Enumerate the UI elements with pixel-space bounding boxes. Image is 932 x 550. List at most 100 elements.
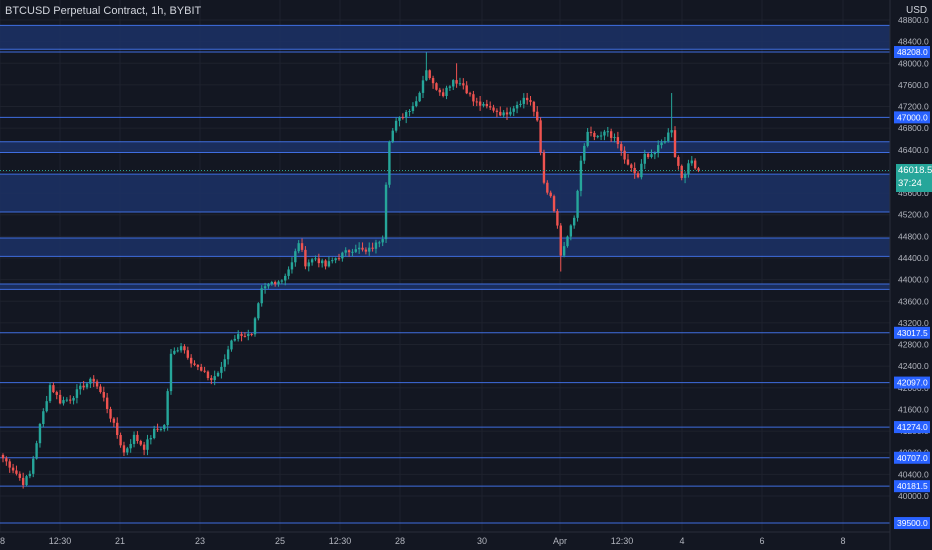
candle-body[interactable] xyxy=(146,439,149,450)
candle-body[interactable] xyxy=(586,131,589,146)
candle-body[interactable] xyxy=(189,357,193,364)
candle-body[interactable] xyxy=(646,153,650,157)
candle-body[interactable] xyxy=(75,389,79,398)
candle-body[interactable] xyxy=(85,383,89,388)
candle-body[interactable] xyxy=(149,438,153,440)
candle-body[interactable] xyxy=(341,252,344,259)
candle-body[interactable] xyxy=(482,103,485,106)
candle-body[interactable] xyxy=(502,112,505,116)
candle-body[interactable] xyxy=(616,137,620,145)
candle-body[interactable] xyxy=(559,225,562,256)
candle-body[interactable] xyxy=(58,394,62,404)
candle-body[interactable] xyxy=(304,249,307,267)
candle-body[interactable] xyxy=(525,97,529,101)
candle-body[interactable] xyxy=(300,243,304,250)
candle-body[interactable] xyxy=(203,370,206,372)
candle-body[interactable] xyxy=(448,86,452,88)
candle-body[interactable] xyxy=(539,120,542,153)
candle-body[interactable] xyxy=(411,106,415,112)
candle-body[interactable] xyxy=(371,247,374,249)
candle-body[interactable] xyxy=(499,111,502,116)
candle-body[interactable] xyxy=(327,261,331,267)
time-axis[interactable]: 8 12:30 21 23 25 12:30 28 30 Apr 12:30 4 6 8 xyxy=(0,536,846,546)
candle-body[interactable] xyxy=(116,422,119,436)
candle-body[interactable] xyxy=(324,260,327,267)
candle-body[interactable] xyxy=(89,378,92,384)
candle-body[interactable] xyxy=(640,163,643,178)
candle-body[interactable] xyxy=(452,80,455,87)
candle-body[interactable] xyxy=(210,378,213,381)
candle-body[interactable] xyxy=(337,258,341,260)
candle-body[interactable] xyxy=(122,445,126,453)
candle-body[interactable] xyxy=(42,411,45,425)
candle-body[interactable] xyxy=(310,259,314,263)
candle-body[interactable] xyxy=(657,145,660,153)
candle-body[interactable] xyxy=(206,371,210,379)
candle-body[interactable] xyxy=(428,70,431,79)
candle-body[interactable] xyxy=(92,378,95,382)
candle-body[interactable] xyxy=(368,247,371,252)
candle-body[interactable] xyxy=(620,144,623,151)
candle-body[interactable] xyxy=(381,239,384,243)
candle-body[interactable] xyxy=(32,458,35,474)
candle-body[interactable] xyxy=(142,444,146,450)
candle-body[interactable] xyxy=(566,236,569,247)
candle-body[interactable] xyxy=(314,258,317,260)
candle-body[interactable] xyxy=(159,429,163,431)
candle-body[interactable] xyxy=(109,408,112,419)
support-resistance-zone[interactable] xyxy=(0,141,890,153)
candle-body[interactable] xyxy=(677,157,680,166)
candle-body[interactable] xyxy=(126,448,129,453)
candle-body[interactable] xyxy=(388,141,391,185)
candle-body[interactable] xyxy=(11,467,15,471)
candle-body[interactable] xyxy=(398,117,401,121)
candle-body[interactable] xyxy=(455,80,458,84)
candle-body[interactable] xyxy=(284,275,287,281)
candle-body[interactable] xyxy=(445,87,448,96)
candle-body[interactable] xyxy=(573,217,576,226)
candle-body[interactable] xyxy=(643,153,646,164)
candle-body[interactable] xyxy=(509,111,512,115)
candle-body[interactable] xyxy=(183,346,186,351)
candle-body[interactable] xyxy=(273,282,277,285)
candle-body[interactable] xyxy=(15,470,18,474)
candle-body[interactable] xyxy=(280,280,284,282)
candle-body[interactable] xyxy=(667,132,670,142)
candle-body[interactable] xyxy=(556,211,559,226)
candle-body[interactable] xyxy=(250,333,253,335)
candle-body[interactable] xyxy=(462,83,465,86)
candle-body[interactable] xyxy=(660,142,663,146)
candle-body[interactable] xyxy=(683,174,687,178)
candle-body[interactable] xyxy=(105,397,109,409)
candle-body[interactable] xyxy=(55,392,58,395)
candle-body[interactable] xyxy=(438,89,441,93)
candle-body[interactable] xyxy=(5,458,8,462)
candle-body[interactable] xyxy=(579,160,583,191)
candle-body[interactable] xyxy=(307,262,310,267)
candle-body[interactable] xyxy=(233,338,237,341)
candle-body[interactable] xyxy=(472,94,475,102)
candle-body[interactable] xyxy=(163,425,166,430)
candle-body[interactable] xyxy=(297,243,300,252)
candle-body[interactable] xyxy=(129,443,132,449)
candle-body[interactable] xyxy=(213,376,216,381)
candle-body[interactable] xyxy=(82,385,85,388)
candle-body[interactable] xyxy=(270,282,273,285)
candle-body[interactable] xyxy=(673,130,677,158)
candle-body[interactable] xyxy=(253,318,257,335)
candle-body[interactable] xyxy=(267,284,270,287)
candle-body[interactable] xyxy=(408,111,411,113)
candle-body[interactable] xyxy=(1,454,5,459)
candle-body[interactable] xyxy=(277,281,280,285)
candle-body[interactable] xyxy=(384,184,388,240)
candle-body[interactable] xyxy=(45,401,48,412)
candle-body[interactable] xyxy=(334,258,337,261)
candle-body[interactable] xyxy=(549,192,552,197)
support-resistance-zone[interactable] xyxy=(0,237,890,257)
candle-body[interactable] xyxy=(243,335,247,337)
candle-body[interactable] xyxy=(650,154,653,157)
candle-body[interactable] xyxy=(599,135,603,137)
support-resistance-zone[interactable] xyxy=(0,25,890,50)
candle-body[interactable] xyxy=(230,340,233,350)
